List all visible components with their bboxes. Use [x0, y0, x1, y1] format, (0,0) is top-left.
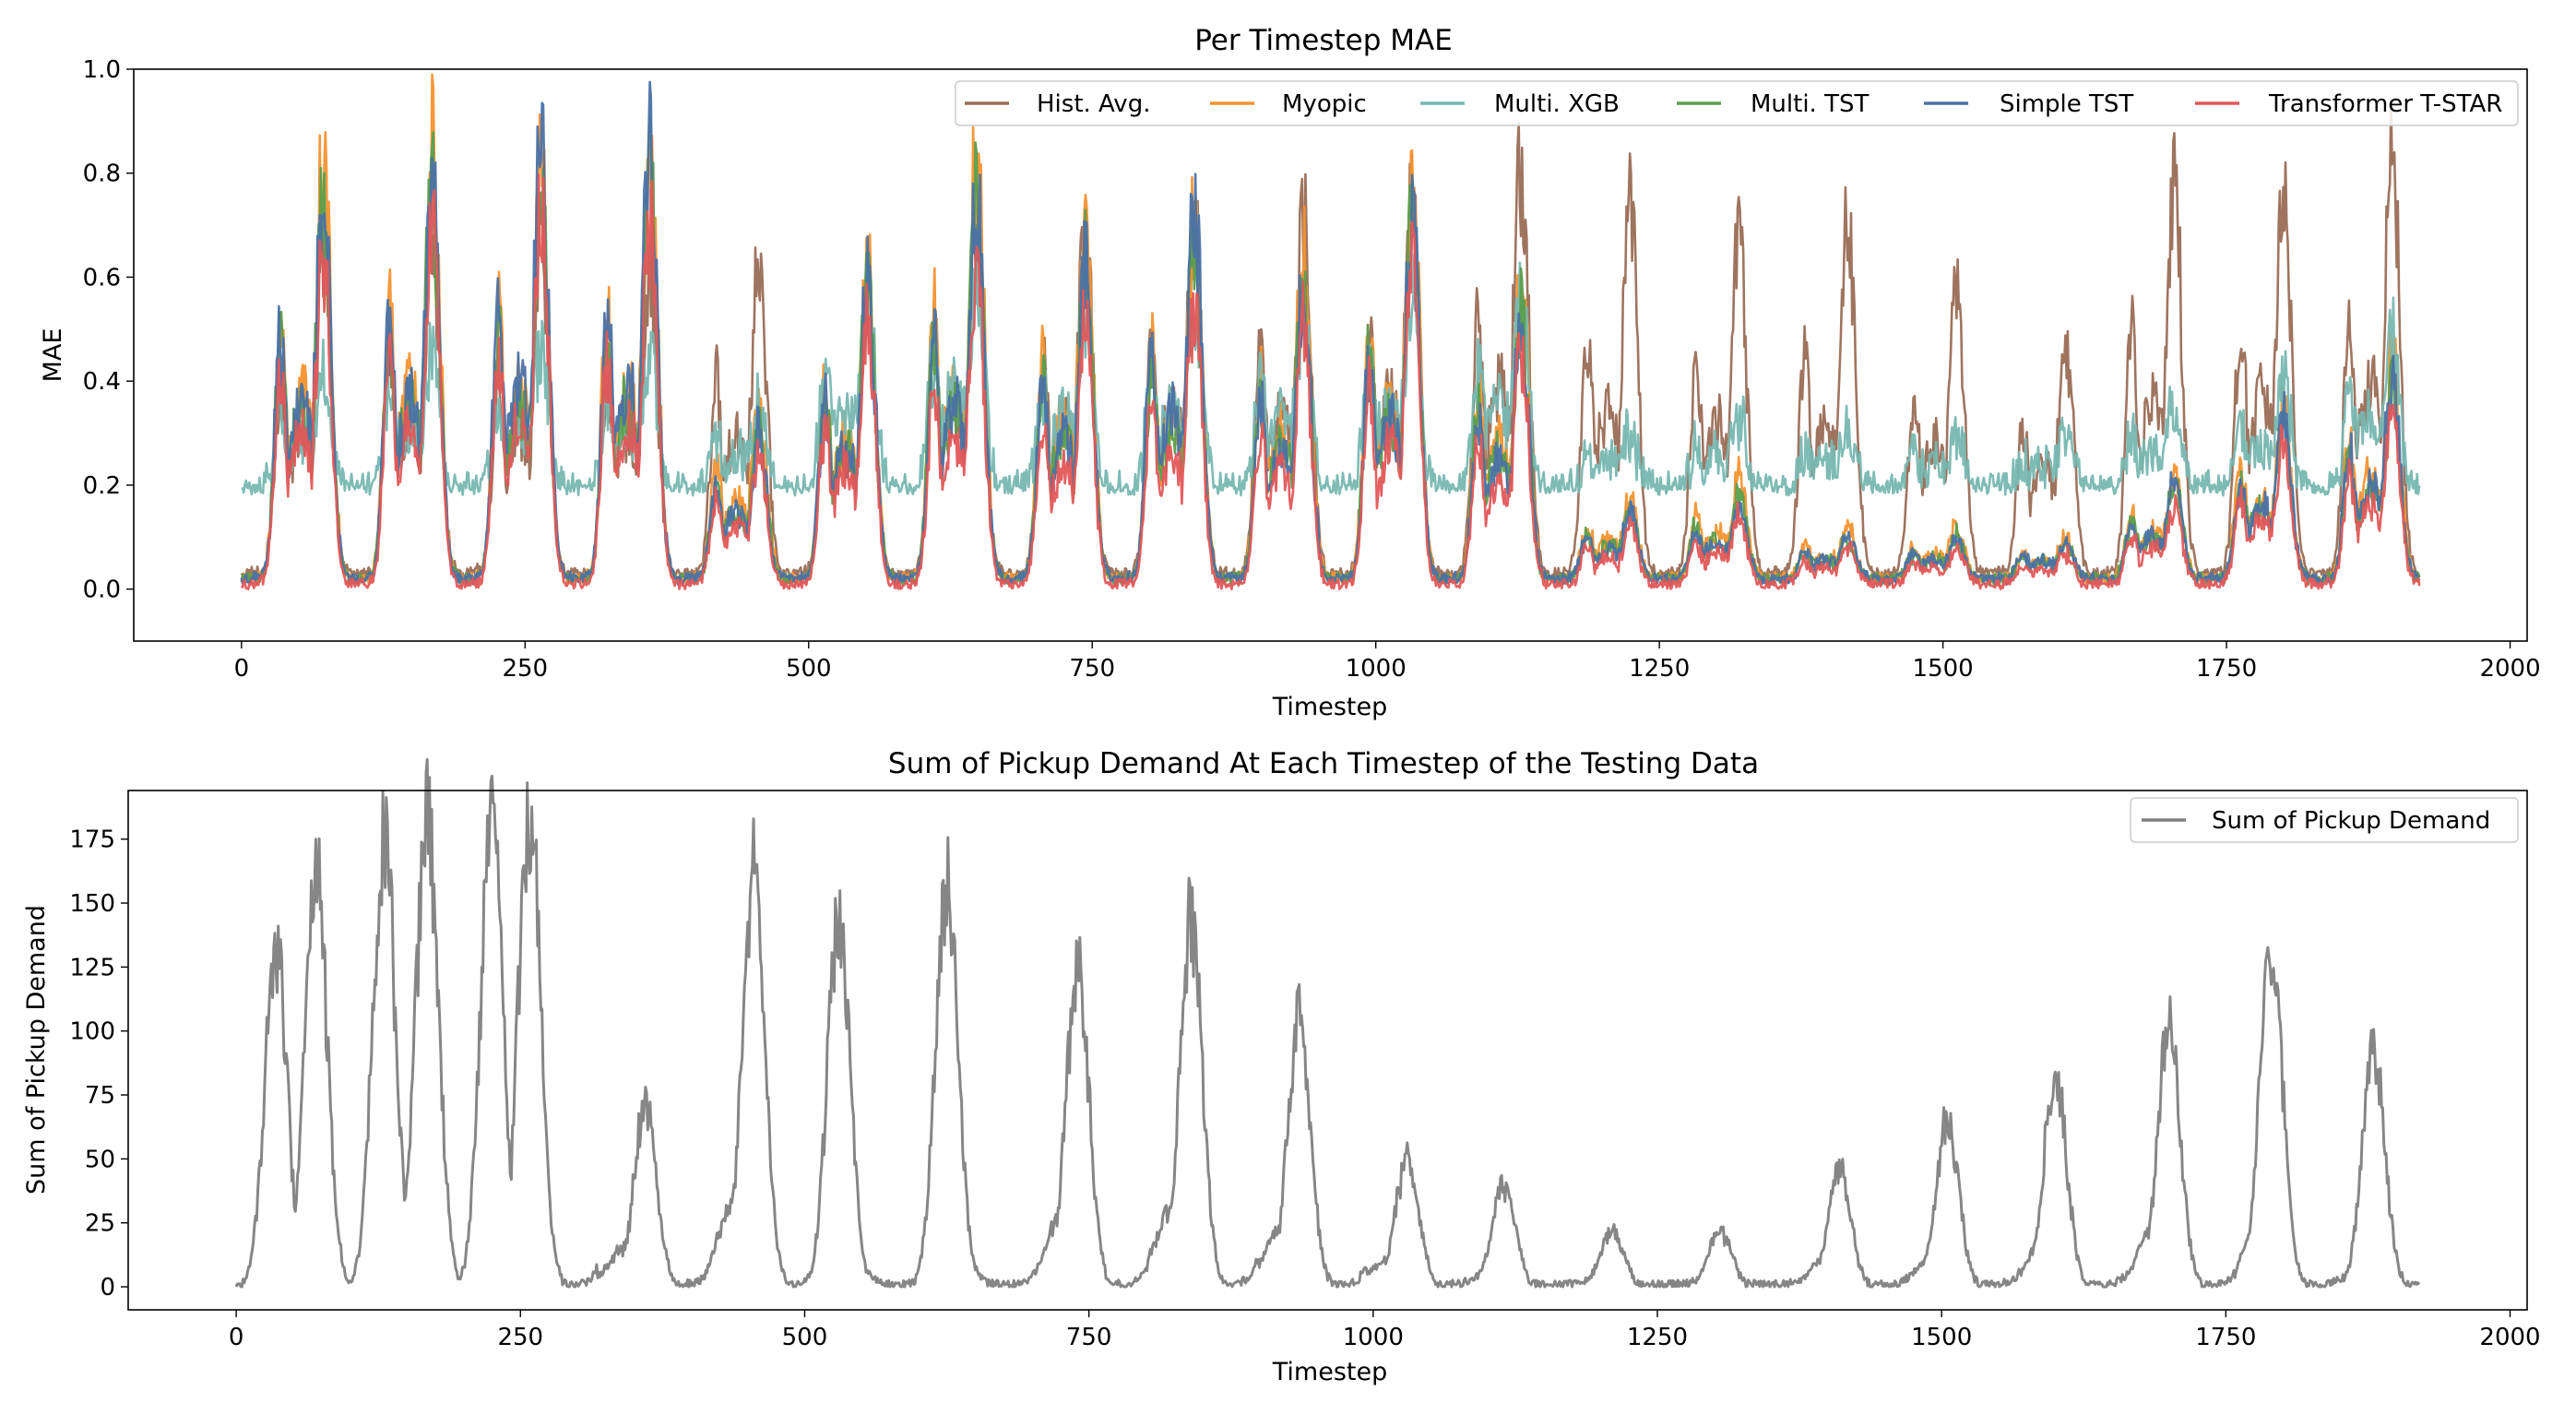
mae-xtick-label-8: 2000: [2479, 655, 2540, 683]
mae-xtick-label-4: 1000: [1346, 655, 1407, 683]
legend-label-sum-pickup-demand: Sum of Pickup Demand: [2212, 807, 2490, 835]
mae-legend-box: [955, 80, 2519, 126]
mae-ytick-label-5: 1.0: [83, 56, 121, 84]
demand-chart-title: Sum of Pickup Demand At Each Timestep of…: [888, 747, 1759, 780]
demand-ytick-label-5: 125: [69, 954, 115, 981]
demand-ytick-label-4: 100: [69, 1018, 115, 1046]
mae-ytick-label-3: 0.6: [83, 264, 121, 291]
demand-ytick-label-0: 0: [100, 1274, 115, 1302]
demand-ytick-label-1: 25: [85, 1210, 115, 1238]
mae-xtick-label-1: 250: [502, 655, 548, 683]
mae-chart: Per Timestep MAE 0 250 500 750 1000 1250 1500 1…: [39, 24, 2541, 721]
demand-chart-ylabel: Sum of Pickup Demand: [22, 905, 51, 1195]
demand-ytick-label-3: 75: [85, 1082, 115, 1110]
mae-ytick-label-4: 0.8: [83, 161, 121, 188]
legend-label-myopic: Myopic: [1282, 90, 1367, 118]
demand-xtick-label-7: 1750: [2195, 1324, 2256, 1351]
mae-xtick-label-2: 500: [786, 655, 832, 683]
mae-chart-legend: Hist. Avg. Myopic Multi. XGB Multi. TST …: [955, 80, 2519, 126]
legend-label-multi-tst: Multi. TST: [1751, 90, 1869, 118]
mae-xtick-label-3: 750: [1069, 655, 1115, 683]
mae-chart-ylabel: MAE: [39, 328, 67, 383]
mae-series-simple-tst: [240, 80, 2421, 587]
demand-xtick-label-6: 1500: [1911, 1324, 1972, 1351]
demand-chart-series: [234, 757, 2421, 1289]
demand-ytick-label-6: 150: [69, 890, 115, 918]
mae-xtick-label-6: 1500: [1913, 655, 1974, 683]
mae-ytick-label-1: 0.2: [83, 472, 121, 500]
mae-chart-title: Per Timestep MAE: [1194, 24, 1453, 57]
demand-xtick-label-8: 2000: [2479, 1324, 2540, 1351]
mae-chart-ticks: 0 250 500 750 1000 1250 1500 1750 2000 0.0 0.2 0.4 0…: [83, 56, 2541, 683]
demand-ytick-label-2: 50: [85, 1146, 115, 1173]
mae-xtick-label-0: 0: [234, 655, 250, 683]
demand-series-sum-of-pickup-demand: [234, 757, 2421, 1289]
demand-ytick-label-7: 175: [69, 826, 115, 854]
mae-xtick-label-7: 1750: [2196, 655, 2257, 683]
mae-series-transformer-t-star: [240, 173, 2421, 590]
legend-label-multi-xgb: Multi. XGB: [1494, 90, 1620, 118]
demand-chart-legend: Sum of Pickup Demand: [2130, 797, 2519, 843]
demand-legend-box: [2130, 797, 2519, 843]
mae-ytick-label-2: 0.4: [83, 368, 121, 396]
mae-chart-series: [240, 73, 2421, 590]
demand-xtick-label-1: 250: [497, 1324, 543, 1351]
demand-xtick-label-5: 1250: [1627, 1324, 1688, 1351]
demand-xtick-label-4: 1000: [1343, 1324, 1404, 1351]
legend-label-transformer-tstar: Transformer T-STAR: [2268, 90, 2502, 118]
demand-chart: Sum of Pickup Demand At Each Timestep of…: [22, 747, 2541, 1386]
mae-chart-frame: [133, 68, 2528, 642]
legend-label-hist-avg: Hist. Avg.: [1037, 90, 1150, 118]
demand-xtick-label-0: 0: [229, 1324, 244, 1351]
demand-chart-xlabel: Timestep: [1272, 1358, 1387, 1386]
demand-xtick-label-2: 500: [782, 1324, 828, 1351]
demand-chart-frame: [127, 790, 2528, 1311]
legend-label-simple-tst: Simple TST: [2000, 90, 2133, 118]
demand-chart-ticks: 0 250 500 750 1000 1250 1500 1750 2000 0 25 50 75 100…: [69, 826, 2540, 1351]
mae-ytick-label-0: 0.0: [83, 577, 121, 604]
demand-xtick-label-3: 750: [1066, 1324, 1112, 1351]
mae-chart-xlabel: Timestep: [1272, 693, 1387, 721]
mae-xtick-label-5: 1250: [1629, 655, 1690, 683]
